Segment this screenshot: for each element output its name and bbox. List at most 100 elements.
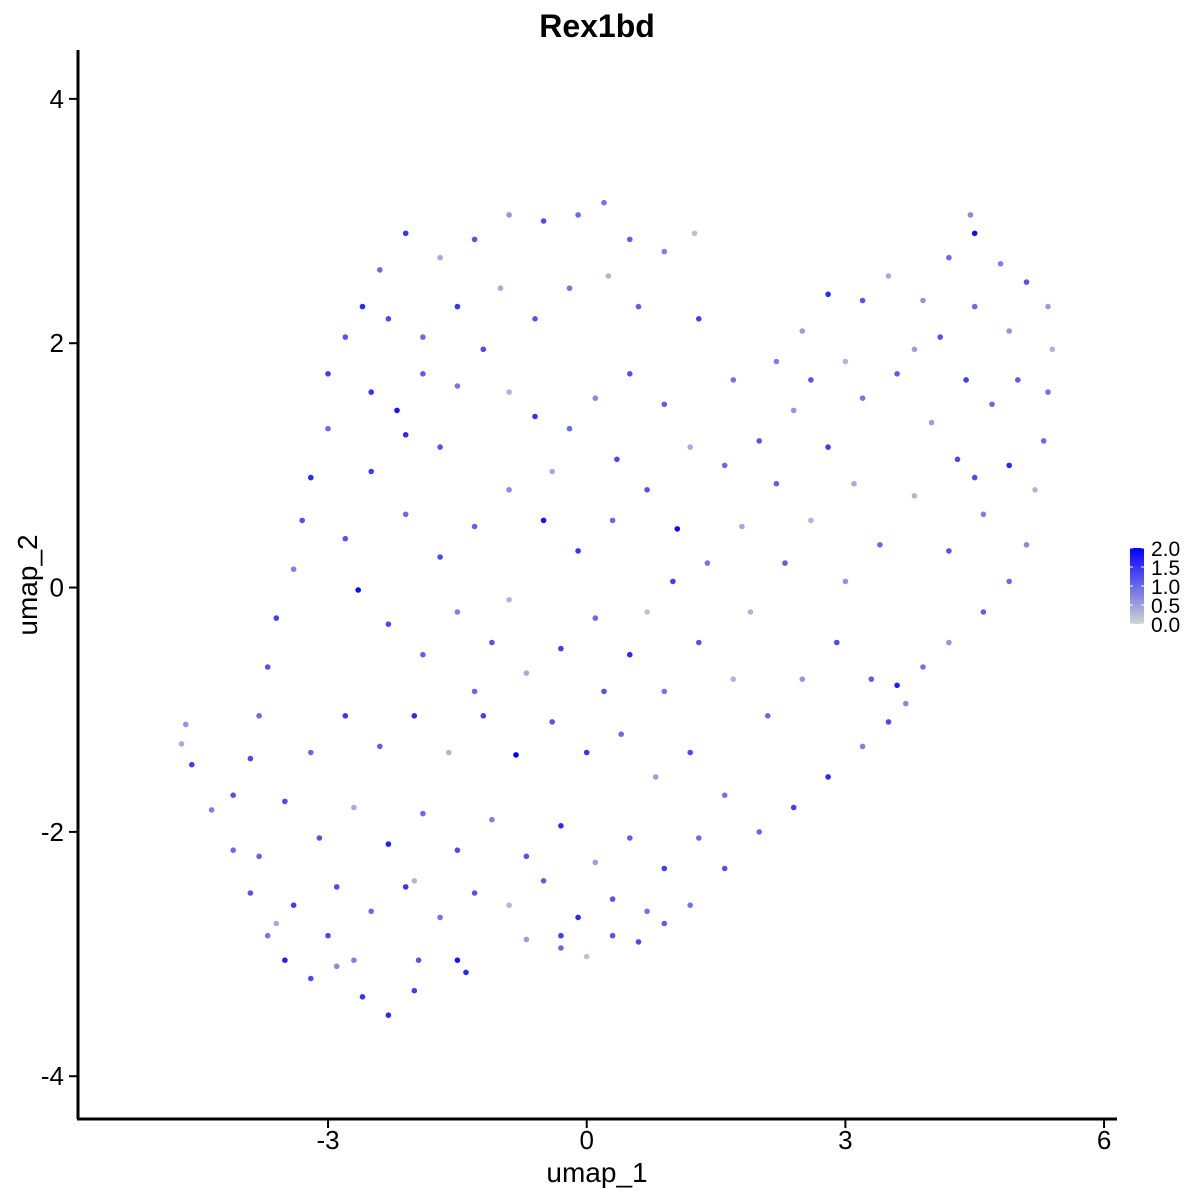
- cell-point: [704, 560, 711, 566]
- cell-point: [368, 468, 375, 475]
- cell-point: [558, 823, 564, 829]
- cell-point: [592, 859, 599, 866]
- cell-point: [420, 334, 426, 340]
- cell-point: [290, 566, 297, 572]
- y-axis-title: umap_2: [12, 534, 43, 635]
- cell-point: [471, 688, 478, 695]
- cell-point: [928, 419, 935, 426]
- cell-point: [687, 749, 693, 756]
- cell-point: [687, 902, 693, 908]
- y-axis-ticks: -4 -2 0 2 4: [41, 84, 78, 1091]
- cell-point: [911, 493, 918, 499]
- cell-point: [920, 664, 926, 670]
- cell-point: [1049, 346, 1056, 353]
- cell-point: [402, 884, 409, 890]
- cell-point: [325, 371, 331, 377]
- cell-point: [661, 688, 668, 695]
- cell-point: [402, 230, 409, 237]
- cell-point: [661, 248, 668, 255]
- cell-point: [351, 957, 357, 963]
- cell-point: [773, 358, 780, 365]
- cell-point: [290, 902, 297, 908]
- cell-point: [264, 932, 271, 939]
- cell-point: [583, 749, 590, 756]
- cell-point: [661, 401, 668, 408]
- cell-point: [411, 987, 418, 994]
- cell-point: [644, 908, 650, 915]
- cell-point: [592, 615, 599, 621]
- cell-point: [971, 230, 978, 237]
- colorbar-label: 0.0: [1151, 614, 1180, 637]
- cell-point: [627, 651, 633, 658]
- cell-point: [506, 487, 512, 493]
- cell-point: [1023, 542, 1030, 548]
- cell-point: [627, 835, 633, 841]
- cell-point: [877, 542, 883, 548]
- cell-point: [730, 676, 737, 682]
- cell-point: [851, 480, 857, 487]
- chart-title: Rex1bd: [539, 8, 655, 44]
- cell-point: [894, 682, 900, 689]
- cell-point: [308, 749, 314, 756]
- cell-point: [420, 810, 426, 817]
- cell-point: [454, 609, 461, 615]
- cell-point: [282, 957, 288, 963]
- cell-point: [903, 700, 909, 707]
- x-tick-label: 0: [579, 1125, 593, 1155]
- cell-point: [385, 316, 392, 322]
- cell-point: [946, 639, 952, 646]
- y-tick-label: -2: [41, 817, 64, 847]
- cell-point: [454, 847, 461, 853]
- cell-point: [808, 377, 814, 383]
- cell-point: [566, 285, 573, 292]
- cell-point: [178, 741, 185, 747]
- cell-point: [506, 597, 512, 603]
- cell-point: [859, 395, 866, 402]
- y-tick-label: 2: [50, 328, 64, 358]
- cell-point: [721, 462, 728, 469]
- cell-point: [377, 267, 383, 273]
- cell-point: [627, 371, 633, 377]
- cell-point: [967, 212, 974, 218]
- cell-point: [954, 456, 961, 463]
- cell-point: [273, 920, 280, 927]
- cell-point: [299, 517, 306, 524]
- cell-point: [980, 609, 987, 615]
- cell-point: [558, 645, 564, 652]
- cell-point: [513, 752, 519, 758]
- cell-point: [359, 303, 366, 310]
- cell-point: [415, 957, 422, 963]
- cell-point: [687, 444, 693, 450]
- cell-point: [635, 939, 642, 945]
- cell-point: [997, 261, 1004, 267]
- cell-point: [446, 749, 452, 756]
- cell-point: [497, 285, 504, 292]
- cell-point: [989, 401, 995, 408]
- cell-point: [351, 804, 357, 811]
- cell-point: [355, 587, 362, 593]
- y-tick-label: 4: [50, 84, 64, 114]
- cell-point: [635, 303, 642, 310]
- cell-point: [661, 920, 668, 927]
- cell-point: [489, 639, 495, 646]
- cell-point: [971, 474, 978, 481]
- cell-point: [739, 523, 745, 530]
- cell-point: [506, 902, 512, 908]
- cell-point: [316, 835, 323, 841]
- cell-point: [605, 273, 612, 279]
- cell-point: [825, 444, 831, 450]
- cell-point: [799, 676, 806, 682]
- cell-point: [721, 865, 728, 872]
- colorbar-label: 1.0: [1151, 576, 1180, 599]
- cell-point: [308, 975, 314, 982]
- cell-point: [1006, 462, 1012, 469]
- cell-point: [971, 303, 978, 310]
- colorbar-label: 2.0: [1151, 538, 1180, 561]
- cell-point: [1015, 377, 1021, 383]
- cell-point: [471, 523, 478, 530]
- cell-point: [946, 548, 952, 554]
- cell-point: [696, 835, 702, 841]
- cell-point: [808, 517, 814, 524]
- cell-point: [609, 932, 616, 939]
- cell-point: [264, 664, 271, 670]
